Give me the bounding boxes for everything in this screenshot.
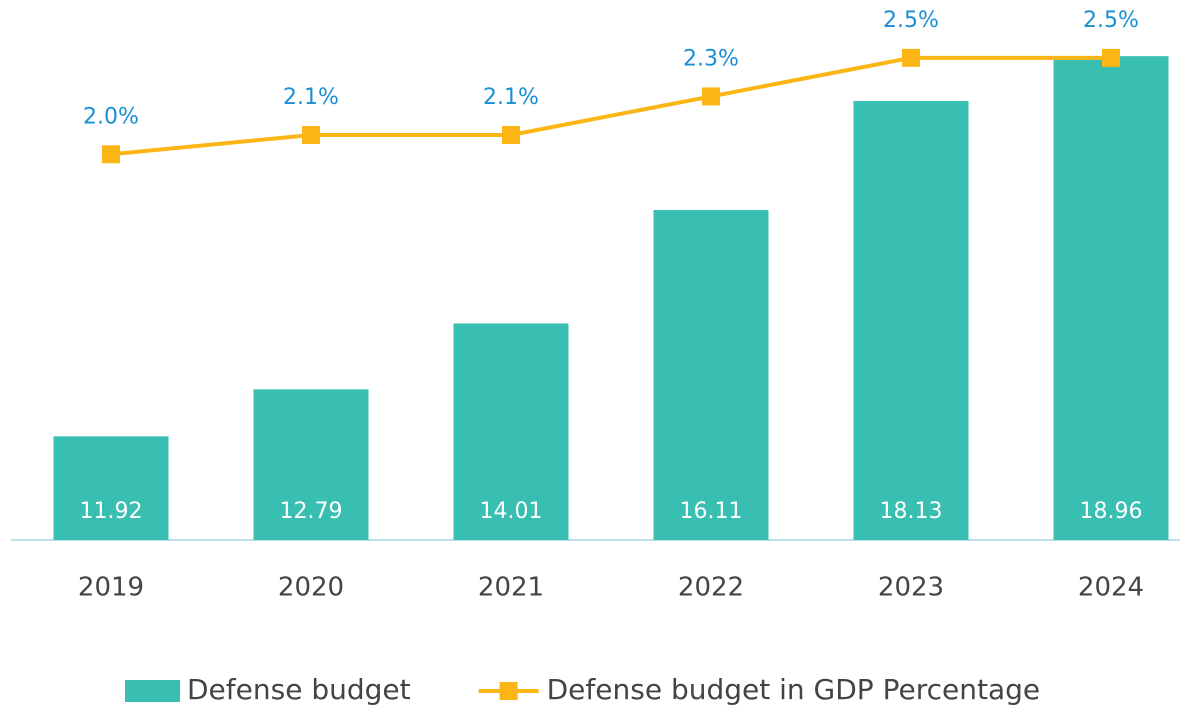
bar-value-label: 18.13 <box>880 499 943 524</box>
legend-label: Defense budget <box>187 673 411 705</box>
line-value-label: 2.5% <box>883 8 939 33</box>
line-value-label: 2.3% <box>683 46 739 71</box>
bar <box>453 323 569 540</box>
bar <box>53 436 169 540</box>
bar-value-label: 11.92 <box>80 499 143 524</box>
bar-value-label: 12.79 <box>280 499 343 524</box>
bar <box>1053 56 1169 540</box>
legend-swatch-marker <box>499 682 518 700</box>
x-tick-label: 2021 <box>478 573 544 603</box>
line-value-label: 2.1% <box>283 85 339 110</box>
line-marker <box>902 48 920 67</box>
x-tick-label: 2020 <box>278 573 344 603</box>
line-marker <box>302 126 320 144</box>
line <box>110 55 1111 157</box>
line-value-label: 2.5% <box>1083 8 1139 33</box>
x-tick-label: 2022 <box>678 573 744 603</box>
line-value-label: 2.0% <box>83 104 139 129</box>
line-marker <box>1102 48 1120 67</box>
bar-value-label: 16.11 <box>680 499 743 524</box>
legend-label: Defense budget in GDP Percentage <box>547 673 1041 705</box>
line-value-label: 2.1% <box>483 85 539 110</box>
bar-value-label: 14.01 <box>480 499 543 524</box>
bar <box>253 389 369 540</box>
bar <box>653 210 769 540</box>
x-tick-label: 2019 <box>78 573 144 603</box>
line-marker <box>102 145 120 164</box>
line-marker <box>702 87 720 106</box>
line-marker <box>502 126 520 144</box>
x-tick-label: 2023 <box>878 573 944 603</box>
legend-swatch <box>125 680 180 702</box>
bar-value-label: 18.96 <box>1080 499 1143 524</box>
x-tick-label: 2024 <box>1078 573 1144 603</box>
bar <box>853 100 969 540</box>
